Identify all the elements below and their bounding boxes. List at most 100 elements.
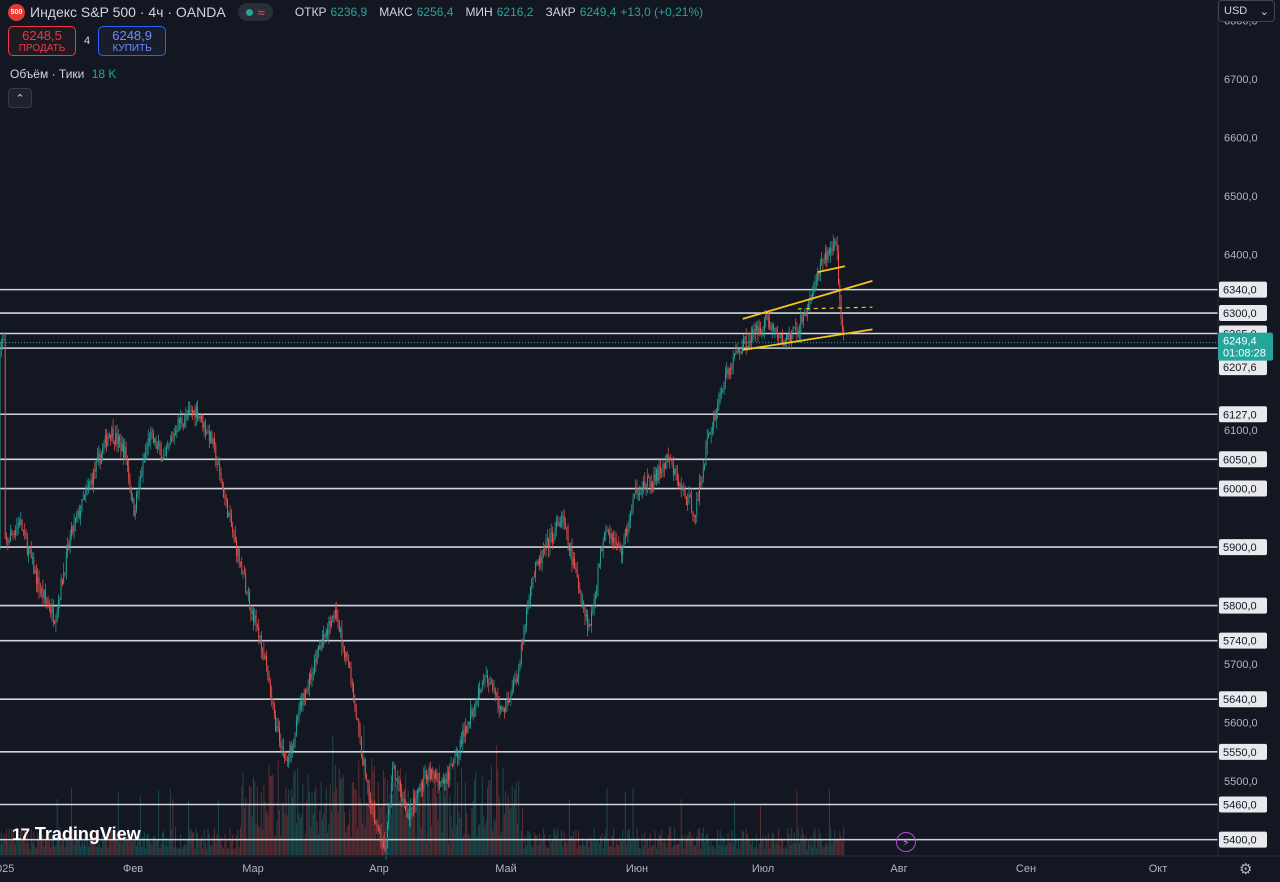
volume-bar <box>570 836 572 855</box>
volume-bar <box>175 827 176 855</box>
candle-body <box>427 774 429 781</box>
volume-bar <box>238 846 240 855</box>
volume-bar <box>25 843 27 855</box>
volume-bar <box>389 794 391 855</box>
candle-body <box>216 463 218 465</box>
candle-body <box>54 621 56 624</box>
volume-bar <box>727 833 729 855</box>
sell-button[interactable]: 6248,5 ПРОДАТЬ <box>8 26 76 56</box>
volume-bar <box>783 848 785 855</box>
volume-bar <box>405 774 407 855</box>
candle-body <box>552 532 553 543</box>
volume-bar <box>626 844 628 855</box>
buy-button[interactable]: 6248,9 КУПИТЬ <box>98 26 167 56</box>
candle-body <box>302 693 304 706</box>
currency-select[interactable]: USD ⌄ <box>1218 0 1275 22</box>
candle-body <box>600 548 602 565</box>
volume-bar <box>806 848 808 855</box>
volume-bar <box>149 839 150 855</box>
volume-bar <box>219 840 221 855</box>
candle-body <box>264 656 266 660</box>
volume-bar <box>42 835 44 855</box>
volume-bar <box>398 800 400 855</box>
volume-bar <box>688 831 690 855</box>
candle-body <box>821 259 823 263</box>
market-status[interactable]: ≈ <box>237 3 273 21</box>
candle-body <box>747 346 748 348</box>
volume-bar <box>262 830 264 855</box>
time-axis[interactable]: 025 Фев Мар Апр Май Июн Июл Авг Сен Окт <box>0 855 1280 875</box>
volume-bar <box>689 831 691 855</box>
volume-bar <box>318 834 319 855</box>
candle-body <box>624 528 626 538</box>
volume-legend[interactable]: Объём · Тики 18 K <box>10 67 116 81</box>
volume-bar <box>663 838 665 855</box>
candle-body <box>834 241 836 244</box>
candle-body <box>207 431 209 434</box>
volume-bar <box>173 846 175 855</box>
candle-body <box>605 531 607 535</box>
volume-bar <box>726 844 728 855</box>
volume-bar <box>498 797 500 855</box>
level-label: 5550,0 <box>1223 747 1257 759</box>
volume-bar <box>315 786 317 855</box>
volume-bar <box>132 841 134 855</box>
collapse-legend-button[interactable]: ⌃ <box>8 88 32 108</box>
volume-bar <box>6 828 7 855</box>
symbol-title[interactable]: Индекс S&P 500 · 4ч · OANDA <box>30 4 226 20</box>
candle-body <box>734 353 735 358</box>
candle-body <box>176 429 178 434</box>
volume-bar <box>147 834 149 855</box>
tradingview-logo[interactable]: 17 TradingView <box>12 824 141 845</box>
currency-value: USD <box>1224 5 1248 17</box>
gear-icon[interactable]: ⚙ <box>1239 861 1253 878</box>
candle-body <box>601 548 603 552</box>
volume-bar <box>515 782 517 855</box>
volume-bar <box>259 827 261 855</box>
volume-bar <box>264 801 266 855</box>
candle-body <box>311 672 313 680</box>
candle-body <box>310 673 312 680</box>
candle-body <box>607 530 609 533</box>
candle-body <box>129 479 131 488</box>
candle-body <box>722 390 724 393</box>
candle-body <box>571 547 573 565</box>
volume-bar <box>734 801 735 855</box>
volume-bar <box>523 848 525 855</box>
close-value: 6249,4 <box>579 5 617 19</box>
candle-body <box>776 332 778 337</box>
candle-body <box>424 770 426 776</box>
volume-bar <box>342 774 344 855</box>
level-label-bg <box>1219 406 1267 423</box>
volume-bar <box>541 839 543 855</box>
candle-body <box>379 830 381 831</box>
candle-body <box>748 340 750 347</box>
price-axis[interactable]: 6800,06700,06600,06500,06400,06300,06100… <box>1217 0 1280 882</box>
volume-bar <box>28 843 30 855</box>
volume-bar <box>189 827 191 855</box>
candle-body <box>691 497 693 512</box>
volume-bar <box>701 832 703 855</box>
volume-bar <box>576 848 578 855</box>
candle-body <box>592 609 594 612</box>
candle-body <box>337 617 339 621</box>
volume-bar <box>448 843 449 855</box>
candle-body <box>273 704 275 715</box>
candle-body <box>255 615 257 626</box>
candle-body <box>449 765 451 780</box>
candle-body <box>802 315 804 322</box>
candle-body <box>767 318 769 322</box>
volume-bar <box>267 814 269 855</box>
candle-body <box>293 739 295 748</box>
volume-bar <box>598 843 600 855</box>
horizontal-levels <box>0 288 1218 841</box>
volume-bar <box>704 842 706 855</box>
volume-bar <box>350 836 352 855</box>
candle-body <box>55 620 57 624</box>
volume-bar <box>696 836 698 855</box>
lightning-icon[interactable]: ⚡ <box>896 832 916 852</box>
symbol-badge-icon[interactable]: 500 <box>8 3 25 21</box>
candle-body <box>341 629 343 647</box>
volume-bar <box>553 827 555 855</box>
